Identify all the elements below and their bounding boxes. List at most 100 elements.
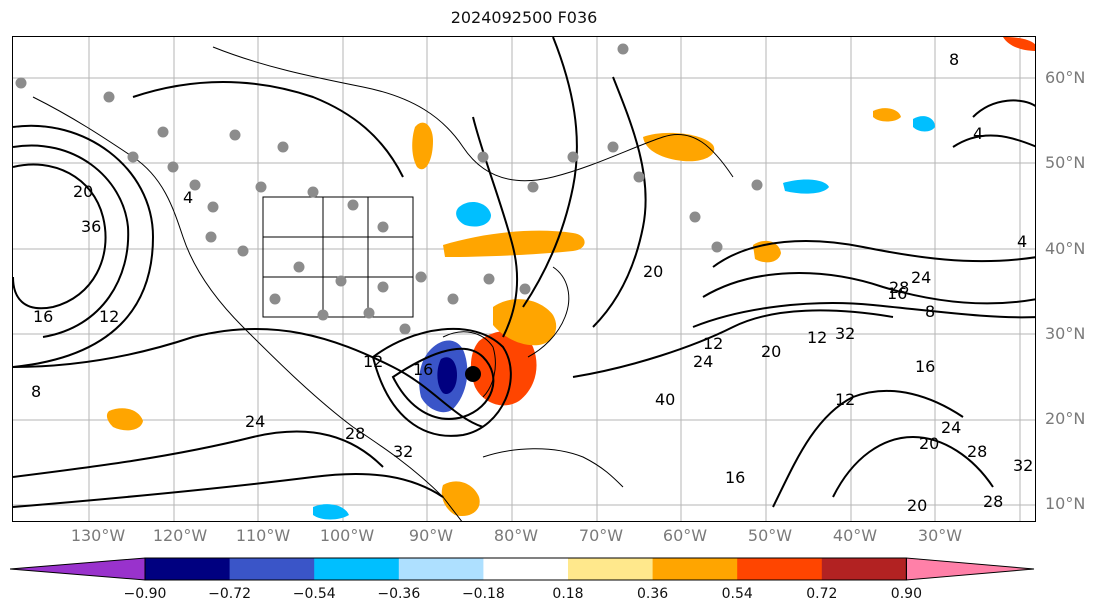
station-dot	[477, 151, 489, 163]
station-dot	[205, 231, 217, 243]
orange-patch-storm	[493, 299, 557, 346]
shaded-patches	[106, 37, 1035, 520]
colorbar-tick-label: −0.18	[461, 586, 505, 602]
contour-label: 4	[1017, 232, 1027, 251]
lon-label: 120°W	[152, 526, 208, 545]
station-dot	[277, 141, 289, 153]
colorbar-outline	[144, 557, 907, 581]
orange-band-lakes	[443, 230, 585, 257]
contour-label: 32	[835, 324, 855, 343]
colorbar-segment	[145, 558, 231, 580]
contour-label: 20	[907, 496, 927, 515]
orange-patch-labrador	[643, 132, 715, 162]
colorbar	[9, 554, 1036, 588]
contour-label: 24	[693, 352, 713, 371]
station-dot	[607, 141, 619, 153]
station-dot	[363, 307, 375, 319]
orange-patch-central-am	[441, 481, 480, 517]
contour-label: 12	[703, 334, 723, 353]
blue-patch-atlantic	[783, 179, 829, 194]
orange-patch-nw	[412, 122, 433, 170]
station-dot	[633, 171, 645, 183]
station-dot	[617, 43, 629, 55]
contour-label: 12	[99, 307, 119, 326]
station-dot	[377, 281, 389, 293]
station-dot	[527, 181, 539, 193]
station-dot	[751, 179, 763, 191]
station-dot	[483, 273, 495, 285]
station-dot	[711, 241, 723, 253]
contour-label: 8	[31, 382, 41, 401]
lon-label: 30°W	[917, 526, 963, 545]
lon-label: 130°W	[70, 526, 126, 545]
lon-label: 60°W	[662, 526, 708, 545]
lat-label: 10°N	[1045, 494, 1086, 513]
lon-label: 50°W	[747, 526, 793, 545]
station-dot	[157, 126, 169, 138]
orange-patch-ne2	[873, 108, 901, 122]
station-dot	[229, 129, 241, 141]
lat-label: 40°N	[1045, 239, 1086, 258]
station-dot	[307, 186, 319, 198]
colorbar-segment	[568, 558, 654, 580]
contour-label: 16	[725, 468, 745, 487]
colorbar-tick-label: −0.72	[208, 586, 252, 602]
storm-center-marker	[465, 366, 481, 382]
lat-label: 60°N	[1045, 68, 1086, 87]
lon-label: 70°W	[578, 526, 624, 545]
station-dot	[317, 309, 329, 321]
station-dot	[567, 151, 579, 163]
colorbar-under	[9, 557, 146, 581]
contour-label: 20	[761, 342, 781, 361]
contour-label: 24	[911, 268, 931, 287]
navy-patch-gulf	[437, 357, 457, 395]
colorbar-tick-label: 0.36	[637, 586, 669, 602]
colorbar-tick-label: −0.54	[292, 586, 336, 602]
blue-patch-lakes	[456, 201, 491, 227]
blue-patch-ne	[913, 116, 935, 132]
station-dot	[347, 199, 359, 211]
contour-label: 16	[413, 360, 433, 379]
lon-label: 80°W	[493, 526, 539, 545]
contour-label: 4	[183, 188, 193, 207]
colorbar-segment	[314, 558, 400, 580]
colorbar-tick-label: 0.18	[552, 586, 584, 602]
station-dot	[293, 261, 305, 273]
map-title: 2024092500 F036	[450, 8, 598, 27]
orange-patch-pacific	[106, 408, 143, 431]
contour-label: 16	[887, 284, 907, 303]
station-dot	[189, 179, 201, 191]
colorbar-tick-label: 0.72	[806, 586, 838, 602]
contour-label: 20	[919, 434, 939, 453]
contour-label: 8	[925, 302, 935, 321]
station-dot	[167, 161, 179, 173]
station-dots	[15, 43, 763, 335]
colorbar-segment	[737, 558, 823, 580]
contour-label: 4	[973, 124, 983, 143]
colorbar-tick-label: −0.36	[377, 586, 421, 602]
contour-label: 24	[245, 412, 265, 431]
station-dot	[447, 293, 459, 305]
contour-label: 12	[363, 352, 383, 371]
lon-label: 110°W	[235, 526, 291, 545]
colorbar-tick-label: 0.90	[890, 586, 922, 602]
station-dot	[689, 211, 701, 223]
colorbar-segment	[229, 558, 315, 580]
station-dot	[127, 151, 139, 163]
lat-label: 30°N	[1045, 324, 1086, 343]
lat-label: 20°N	[1045, 409, 1086, 428]
colorbar-segment	[398, 558, 484, 580]
lon-label: 40°W	[832, 526, 878, 545]
colorbar-tick-label: −0.90	[123, 586, 167, 602]
contour-label: 32	[1013, 456, 1033, 475]
graticule	[13, 37, 1035, 521]
station-dot	[15, 77, 27, 89]
lon-label: 90°W	[408, 526, 454, 545]
contour-label: 40	[655, 390, 675, 409]
colorbar-svg	[9, 557, 1035, 581]
contour-label: 20	[643, 262, 663, 281]
colorbar-segment	[652, 558, 738, 580]
contour-label: 8	[949, 50, 959, 69]
